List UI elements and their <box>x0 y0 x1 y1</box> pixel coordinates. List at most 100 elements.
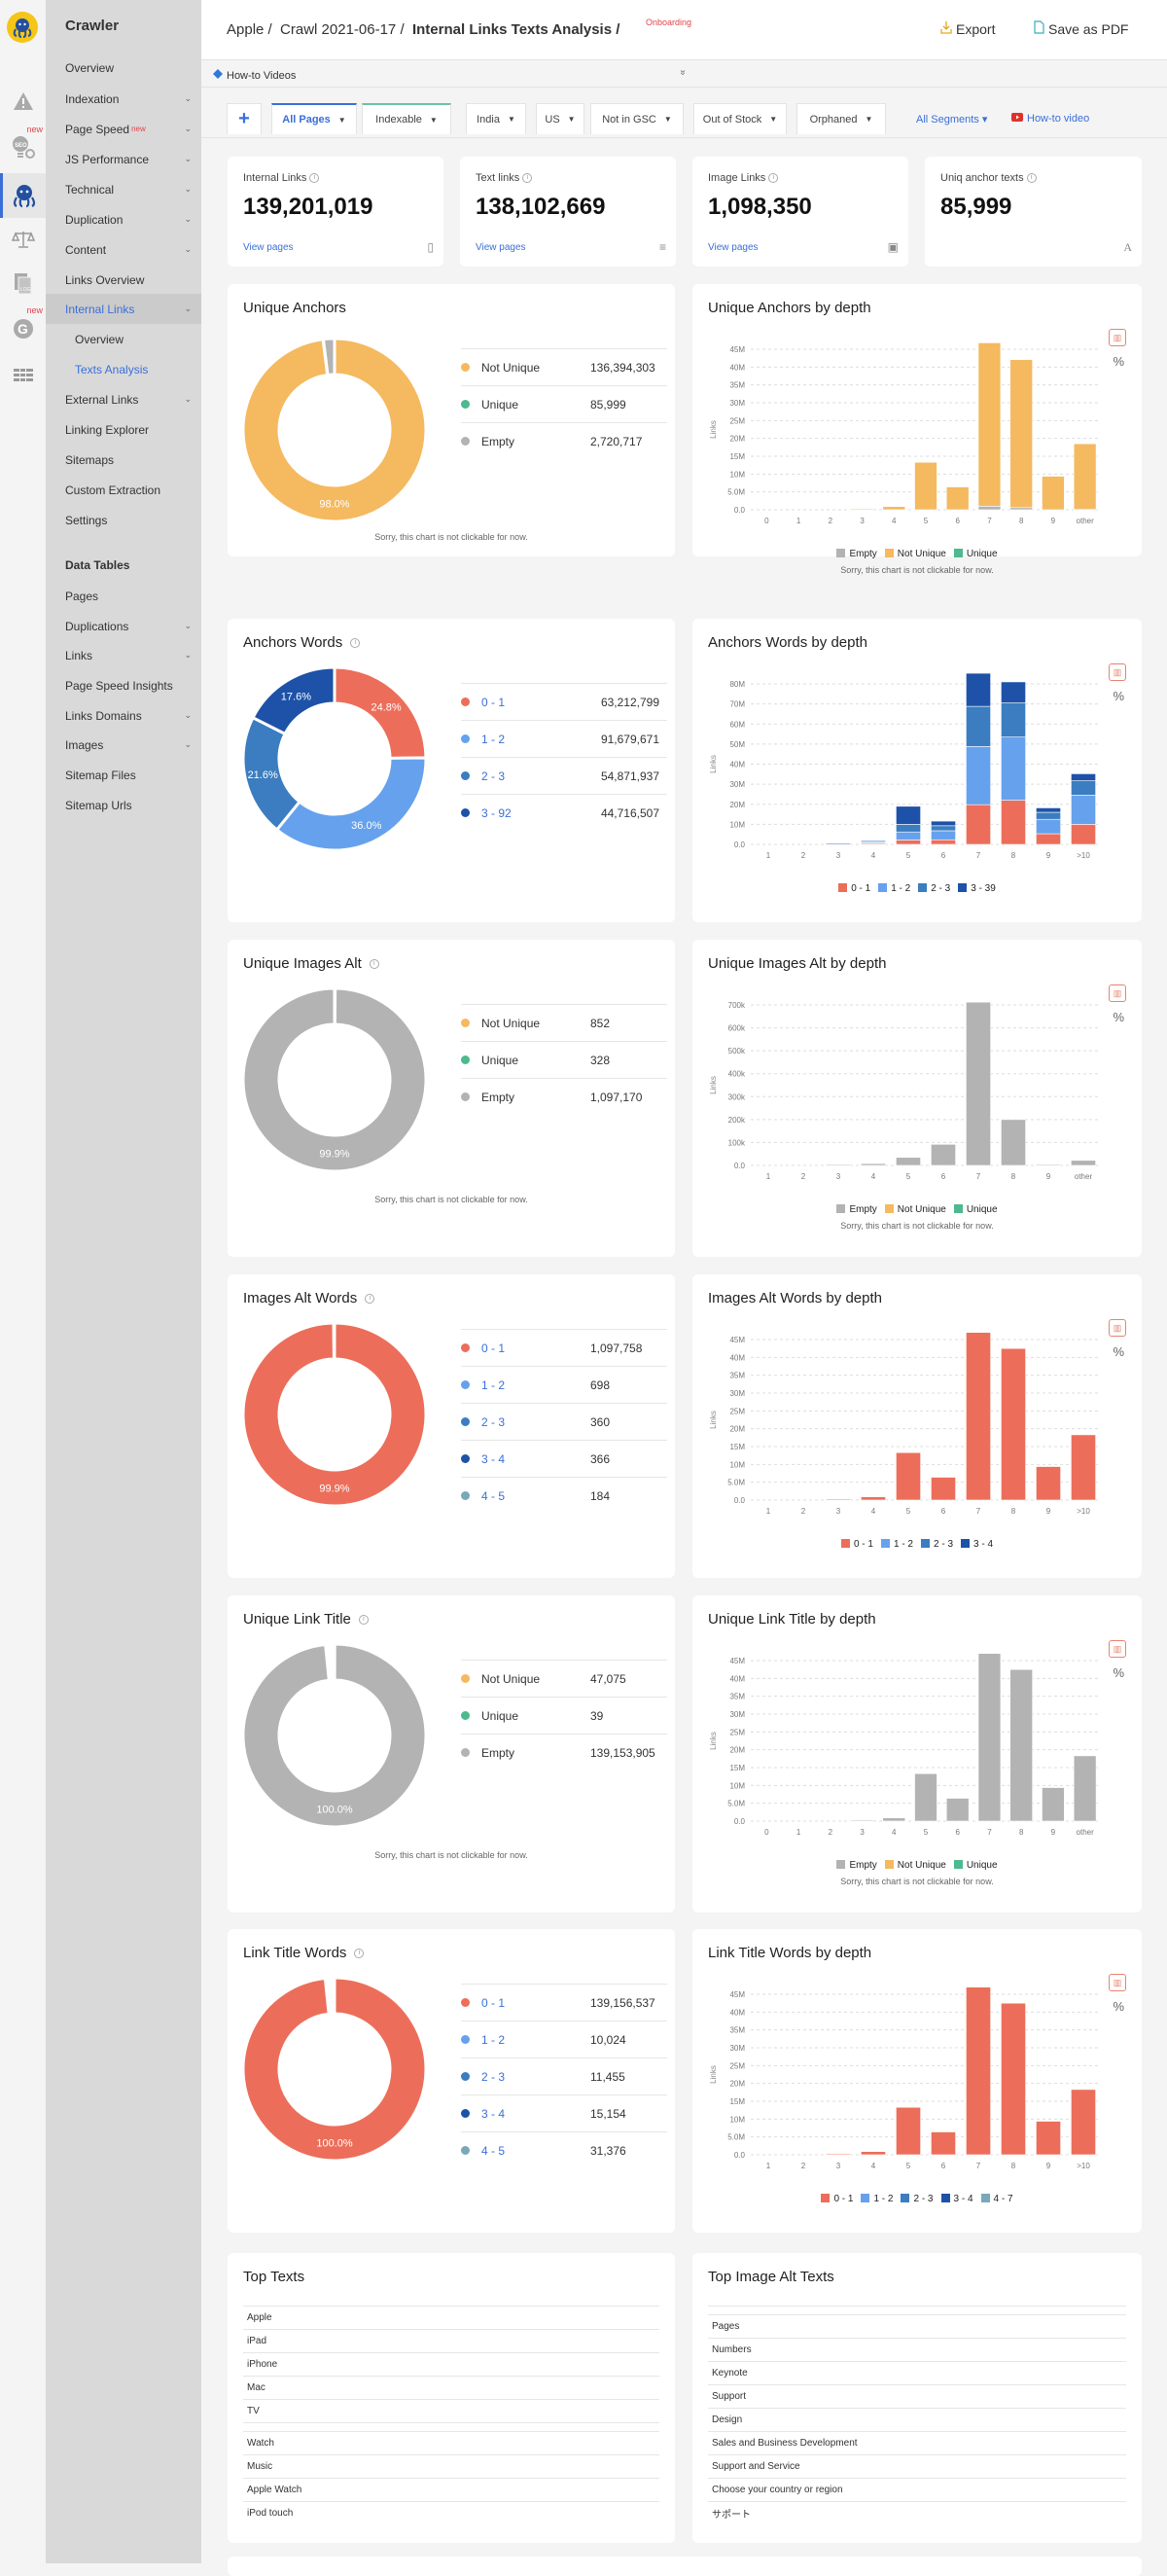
chevron-down-icon[interactable]: ⌄ <box>184 739 192 750</box>
bar-segment[interactable] <box>826 843 850 844</box>
chevron-down-icon[interactable]: ⌄ <box>184 154 192 164</box>
bar-segment[interactable] <box>978 506 1001 510</box>
sidebar-item[interactable]: Linking Explorer <box>46 414 201 445</box>
bar-segment[interactable] <box>1071 781 1095 796</box>
list-item[interactable]: Support and Service <box>708 2454 1126 2478</box>
info-icon[interactable]: i <box>309 173 319 183</box>
chevron-down-icon[interactable]: ⌄ <box>184 124 192 134</box>
donut-slice[interactable] <box>243 1978 426 2161</box>
sidebar-item[interactable]: Internal Links⌄ <box>46 294 201 324</box>
bar-segment[interactable] <box>946 1799 969 1821</box>
chevron-down-icon[interactable]: ⌄ <box>184 650 192 661</box>
bar-segment[interactable] <box>1074 1756 1096 1821</box>
bar-segment[interactable] <box>1036 812 1060 819</box>
google-icon[interactable]: new G <box>0 309 46 348</box>
bar-segment[interactable] <box>896 1452 920 1500</box>
data-table-item[interactable]: Links⌄ <box>46 640 201 670</box>
bar-segment[interactable] <box>883 507 905 510</box>
list-item[interactable]: iPod touch <box>243 2501 659 2524</box>
legend-item[interactable]: 4 - 7 <box>981 2194 1013 2204</box>
bar-segment[interactable] <box>1001 1120 1025 1165</box>
legend-label[interactable]: 3 - 92 <box>481 806 512 820</box>
legend-label[interactable]: 2 - 3 <box>481 769 505 783</box>
legend-item[interactable]: Unique <box>954 1204 998 1215</box>
legend-item[interactable]: 0 - 1 <box>838 883 870 894</box>
bar-segment[interactable] <box>931 1478 955 1500</box>
bar-segment[interactable] <box>896 806 920 825</box>
bar-chart-toggle-icon[interactable]: ▥ <box>1109 984 1126 1002</box>
bar-segment[interactable] <box>931 2132 955 2155</box>
log-files-icon[interactable]: LOG <box>0 265 46 304</box>
bar-segment[interactable] <box>1036 807 1060 812</box>
bar-segment[interactable] <box>1071 2090 1095 2155</box>
percent-toggle-icon[interactable]: % <box>1113 1665 1124 1680</box>
bar-segment[interactable] <box>966 805 990 844</box>
legend-item[interactable]: Not Unique <box>885 1860 946 1871</box>
bar-segment[interactable] <box>931 1144 955 1165</box>
bar-segment[interactable] <box>966 706 990 746</box>
info-icon[interactable]: i <box>365 1294 374 1304</box>
list-item[interactable]: Support <box>708 2384 1126 2408</box>
view-pages-link[interactable]: View pages <box>476 242 526 253</box>
bar-segment[interactable] <box>1036 834 1060 844</box>
bar-segment[interactable] <box>1001 1348 1025 1500</box>
segment-tab[interactable]: Not in GSC▼ <box>590 103 684 134</box>
bar-segment[interactable] <box>826 2154 850 2155</box>
bar-segment[interactable] <box>861 1163 885 1165</box>
breadcrumb-project[interactable]: Apple / <box>227 21 272 38</box>
list-item[interactable]: Design <box>708 2408 1126 2431</box>
info-icon[interactable]: i <box>768 173 778 183</box>
list-item[interactable]: TV <box>243 2399 659 2422</box>
seo-settings-icon[interactable]: new SEO <box>0 128 46 167</box>
info-icon[interactable]: i <box>350 638 360 648</box>
list-item[interactable]: Choose your country or region <box>708 2478 1126 2501</box>
info-icon[interactable]: i <box>354 1949 364 1958</box>
legend-item[interactable]: Unique <box>954 1860 998 1871</box>
bar-segment[interactable] <box>1036 2122 1060 2155</box>
bar-segment[interactable] <box>946 487 969 510</box>
legend-label[interactable]: 2 - 3 <box>481 1415 505 1429</box>
legend-item[interactable]: Empty <box>836 549 876 559</box>
legend-label[interactable]: 4 - 5 <box>481 2144 505 2158</box>
onboarding-link[interactable]: Onboarding <box>646 18 691 27</box>
list-item[interactable]: サポート <box>708 2501 1126 2524</box>
bar-segment[interactable] <box>1042 1788 1064 1821</box>
data-table-item[interactable]: Links Domains⌄ <box>46 700 201 731</box>
sidebar-item[interactable]: Custom Extraction <box>46 475 201 505</box>
legend-item[interactable]: 2 - 3 <box>918 883 950 894</box>
breadcrumb-crawl[interactable]: Crawl 2021-06-17 / <box>280 21 405 38</box>
list-item[interactable]: Sales and Business Development <box>708 2431 1126 2454</box>
view-pages-link[interactable]: View pages <box>243 242 294 253</box>
percent-toggle-icon[interactable]: % <box>1113 1999 1124 2014</box>
data-table-item[interactable]: Pages <box>46 581 201 611</box>
legend-item[interactable]: 2 - 3 <box>901 2194 933 2204</box>
bar-segment[interactable] <box>966 1333 990 1500</box>
list-item[interactable]: iPhone <box>243 2352 659 2376</box>
legend-label[interactable]: 1 - 2 <box>481 2033 505 2047</box>
sidebar-item[interactable]: Sitemaps <box>46 445 201 475</box>
segment-tab[interactable]: India▼ <box>466 103 526 134</box>
bar-segment[interactable] <box>931 826 955 831</box>
scales-icon[interactable] <box>0 220 46 259</box>
bar-segment[interactable] <box>1071 773 1095 780</box>
info-icon[interactable]: i <box>1027 173 1037 183</box>
view-pages-link[interactable]: View pages <box>708 242 759 253</box>
bar-segment[interactable] <box>1001 737 1025 801</box>
chevron-down-icon[interactable]: ⌄ <box>184 710 192 721</box>
bar-segment[interactable] <box>978 1654 1001 1821</box>
percent-toggle-icon[interactable]: % <box>1113 689 1124 703</box>
legend-label[interactable]: 3 - 4 <box>481 2107 505 2121</box>
bar-segment[interactable] <box>861 2152 885 2155</box>
legend-item[interactable]: 0 - 1 <box>841 1539 873 1550</box>
list-item[interactable]: Keynote <box>708 2361 1126 2384</box>
legend-item[interactable]: 0 - 1 <box>821 2194 853 2204</box>
bar-segment[interactable] <box>1036 1467 1060 1500</box>
legend-label[interactable]: 4 - 5 <box>481 1489 505 1503</box>
info-icon[interactable]: i <box>359 1615 369 1625</box>
